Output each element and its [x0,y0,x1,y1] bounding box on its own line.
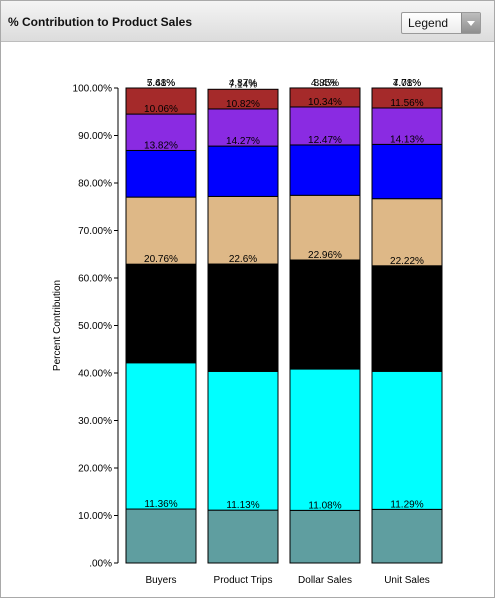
data-label: 22.96% [308,250,342,261]
bar-segment [371,143,443,200]
bar-segment [289,194,361,261]
data-label: 22.6% [229,254,257,265]
panel-header: % Contribution to Product Sales Legend [1,1,494,42]
data-label: 11.29% [390,499,423,510]
y-axis-title: Percent Contribution [52,280,63,371]
data-label: 13.82% [144,140,178,151]
bar-segment [207,145,279,197]
data-label: 14.13% [390,134,424,145]
data-label: 11.36% [144,499,177,510]
bar-segment [207,195,279,265]
bar-segment [371,508,443,564]
legend-dropdown[interactable]: Legend [401,12,481,34]
bar-unit-sales: 11.29% 22.22% 14.13% 11.56% 7.01%4.78% [371,78,443,564]
bar-segment [207,108,279,147]
y-tick-label: 30.00% [78,416,112,427]
bar-segment [289,259,361,370]
bar-segment [125,263,197,364]
bar-segment [371,370,443,510]
bar-segment [207,263,279,372]
bar-dollar-sales: 11.08% 22.96% 12.47% 10.34% 8.4%4.85% [289,78,361,564]
y-tick-label: 40.00% [78,369,112,380]
data-label: 4.87% [229,78,257,89]
x-category-label: Product Trips [214,575,273,586]
bar-segment [125,362,197,510]
data-label: 7.14% [229,79,257,90]
x-category-label: Buyers [145,575,176,586]
x-category-label: Unit Sales [384,575,430,586]
bar-segment [371,87,443,109]
data-label: 7.48% [147,78,175,89]
data-label: 11.08% [308,500,341,511]
bar-segment [125,87,197,115]
data-label: 10.82% [226,99,260,110]
data-label: 10.34% [308,97,342,108]
data-label: 8.4% [314,78,337,89]
legend-dropdown-value: Legend [408,16,449,30]
y-tick-label: 100.00% [73,84,113,95]
data-label: 14.27% [226,136,260,147]
bar-segment [207,370,279,511]
data-label: 12.47% [308,135,342,146]
y-tick-label: 90.00% [78,131,112,142]
data-label: 4.85% [311,78,339,89]
bar-segment [289,144,361,196]
chevron-down-icon[interactable] [461,13,480,33]
bar-segment [289,106,361,146]
y-tick-label: .00% [89,559,112,570]
bar-segment [125,149,197,198]
data-label: 11.13% [226,500,259,511]
y-tick-label: 20.00% [78,464,112,475]
bar-segment [125,508,197,564]
bar-segment [371,198,443,267]
y-tick-label: 10.00% [78,511,112,522]
y-tick-label: 50.00% [78,321,112,332]
bar-segment [371,265,443,372]
data-label: 10.06% [144,104,178,115]
x-category-label: Dollar Sales [298,575,352,586]
bar-segment [289,509,361,564]
data-label: 20.76% [144,254,178,265]
bar-buyers: 11.36% 20.76% 13.82% 10.06% 7.48%5.61% [125,78,197,564]
bar-segment [207,88,279,110]
y-tick-label: 80.00% [78,179,112,190]
bar-product-trips: 11.13% 22.6% 14.27% 10.82% 7.14%4.87% [207,78,279,564]
data-label: 22.22% [390,256,424,267]
bar-segment [125,196,197,265]
data-label: 7.01% [393,78,421,89]
data-label: 4.78% [393,78,421,89]
bar-segment [289,87,361,108]
data-label: 11.56% [390,98,423,109]
y-tick-label: 60.00% [78,274,112,285]
bar-segment [207,509,279,564]
panel-title: % Contribution to Product Sales [8,15,193,29]
bar-segment [289,368,361,511]
y-tick-label: 70.00% [78,226,112,237]
data-label: 5.61% [147,78,175,89]
bar-segment [371,107,443,145]
